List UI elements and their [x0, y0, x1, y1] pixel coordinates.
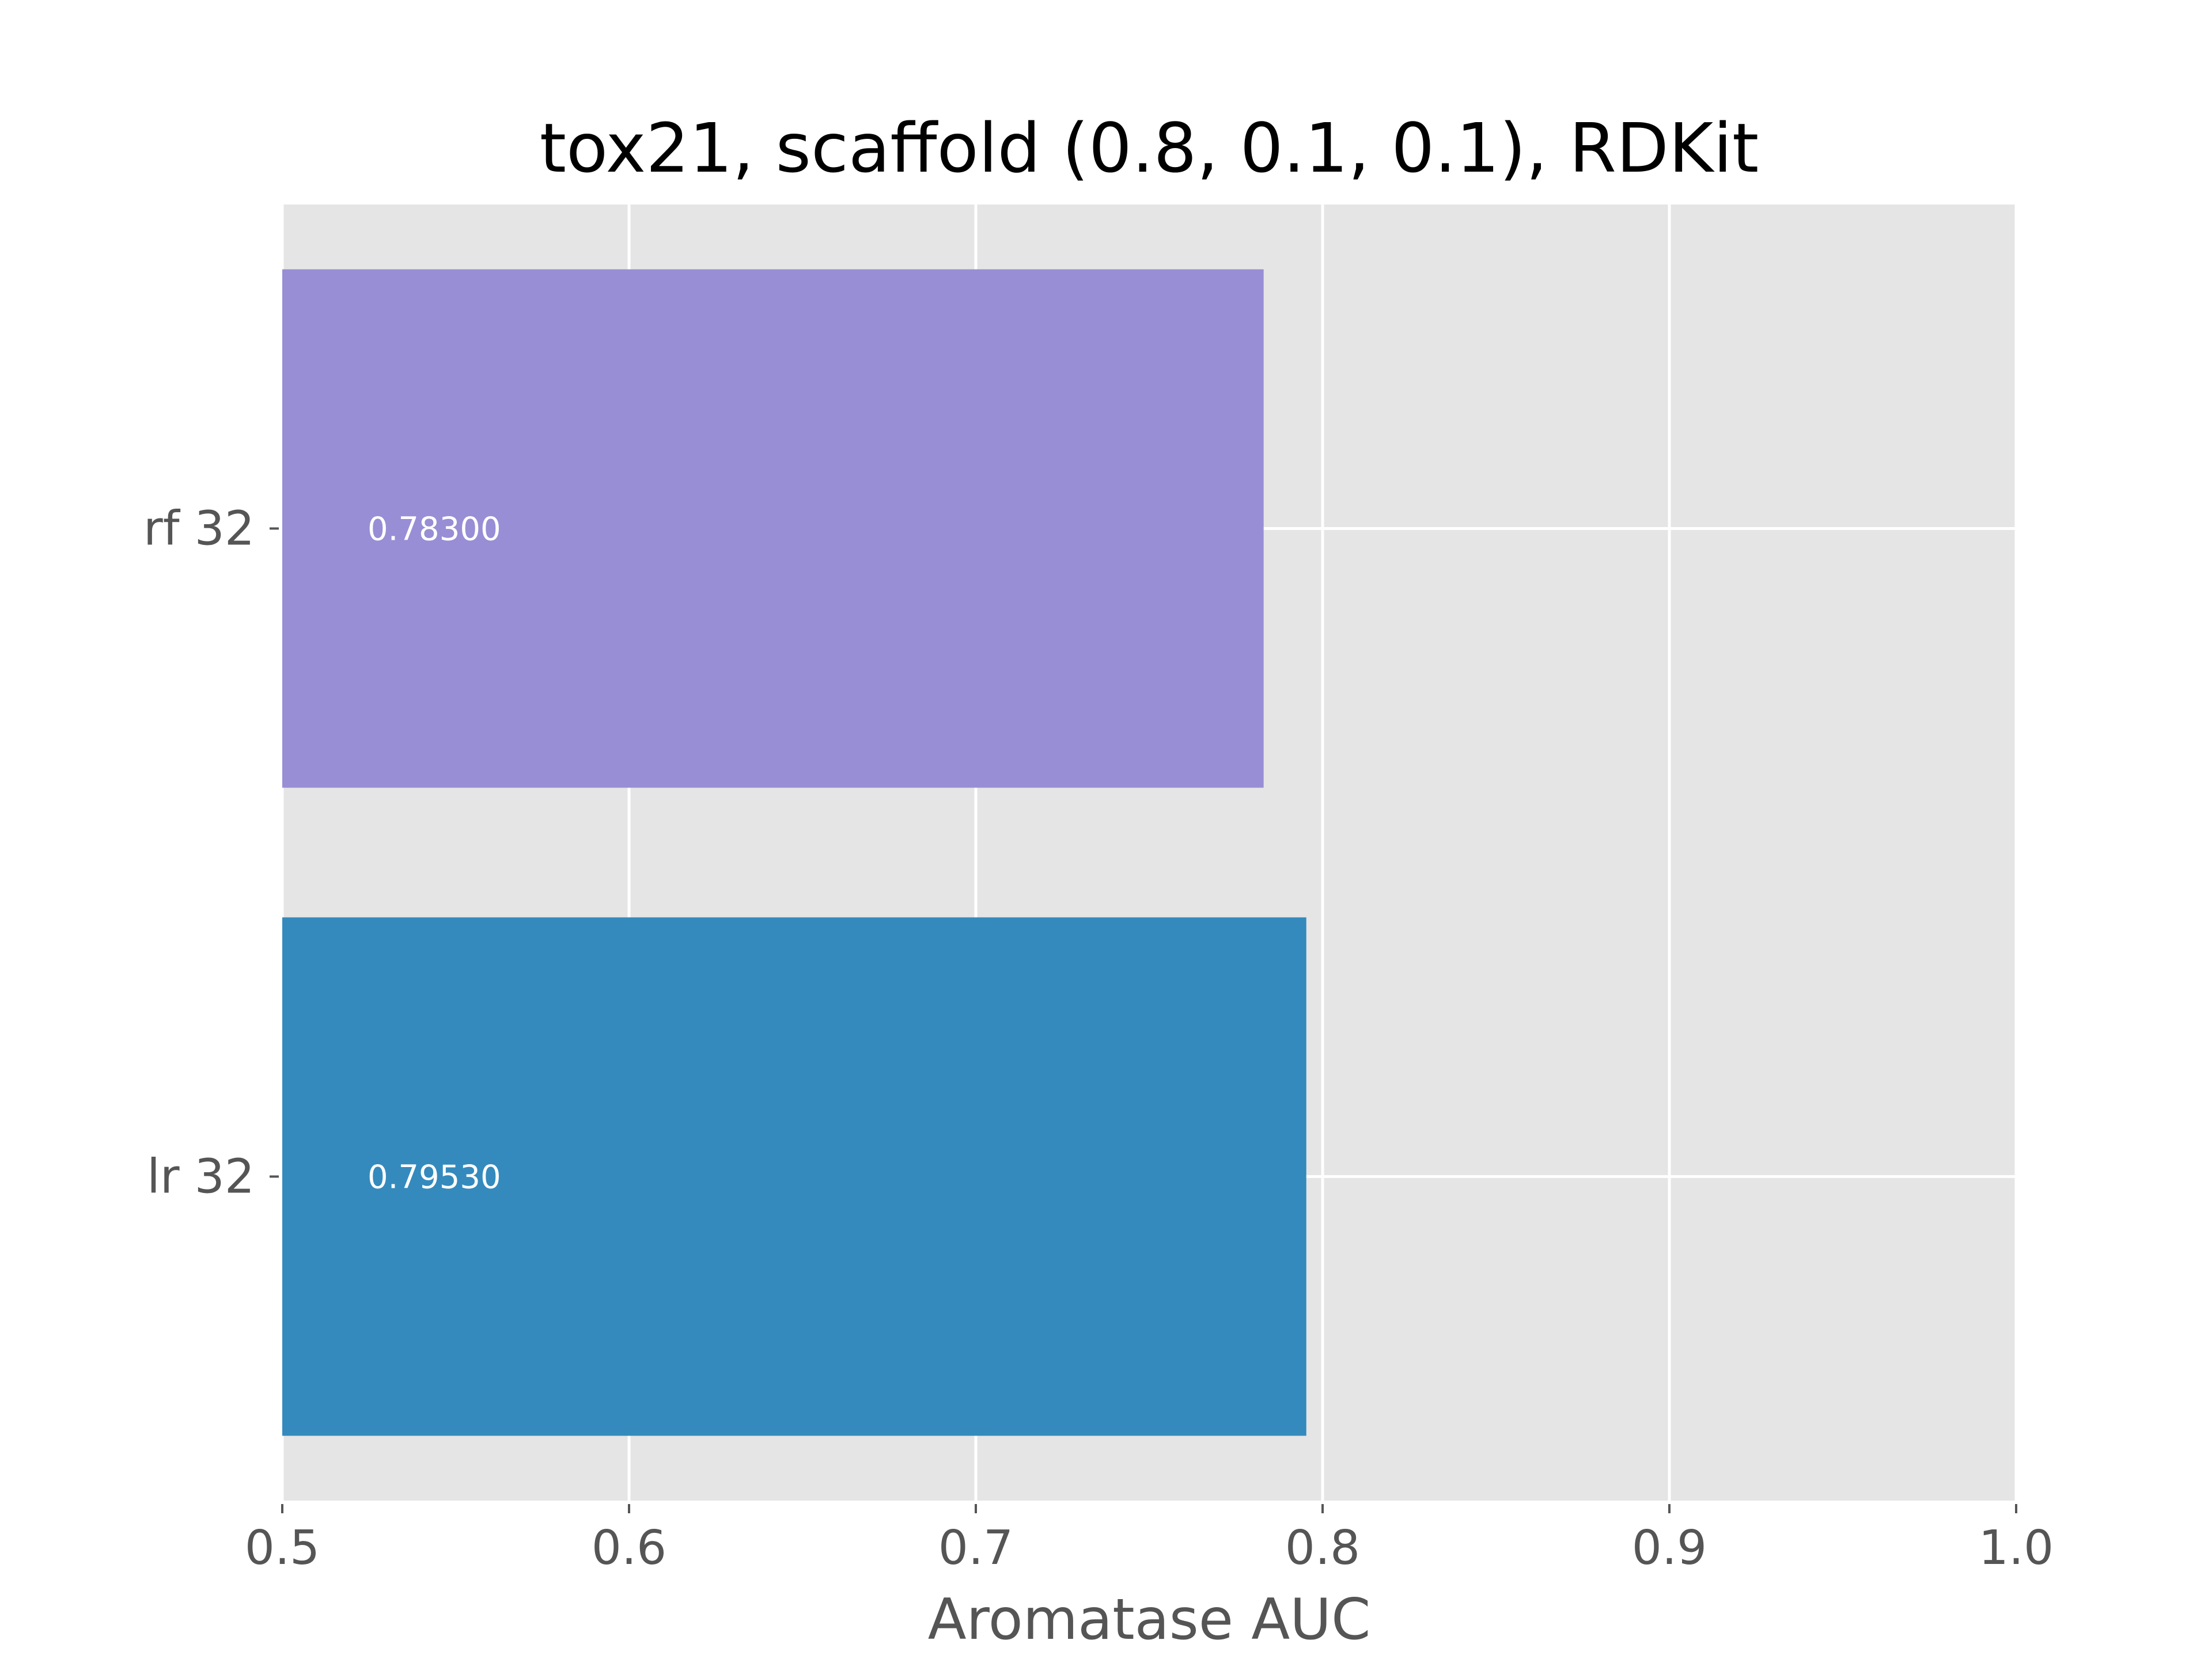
y-axis-ticks: rf 32 lr 32	[143, 502, 279, 1205]
chart-title: tox21, scaffold (0.8, 0.1, 0.1), RDKit	[540, 108, 1759, 188]
bar	[282, 269, 1264, 788]
bar	[282, 917, 1306, 1436]
x-axis-ticks: 0.5 0.6 0.7 0.8 0.9 1.0	[245, 1504, 2054, 1575]
x-tick-label: 0.5	[245, 1521, 320, 1575]
x-axis-label: Aromatase AUC	[928, 1587, 1371, 1653]
x-tick-label: 0.8	[1285, 1521, 1360, 1575]
x-tick-label: 0.6	[592, 1521, 666, 1575]
bar-value-label: 0.79530	[368, 1159, 501, 1196]
x-tick-label: 1.0	[1979, 1521, 2054, 1575]
x-tick-label: 0.7	[938, 1521, 1013, 1575]
y-tick-label: lr 32	[147, 1150, 255, 1205]
bar-value-label: 0.78300	[368, 511, 501, 548]
y-tick-label: rf 32	[143, 502, 255, 556]
x-tick-label: 0.9	[1632, 1521, 1707, 1575]
bars: 0.78300 0.79530	[282, 269, 1306, 1436]
